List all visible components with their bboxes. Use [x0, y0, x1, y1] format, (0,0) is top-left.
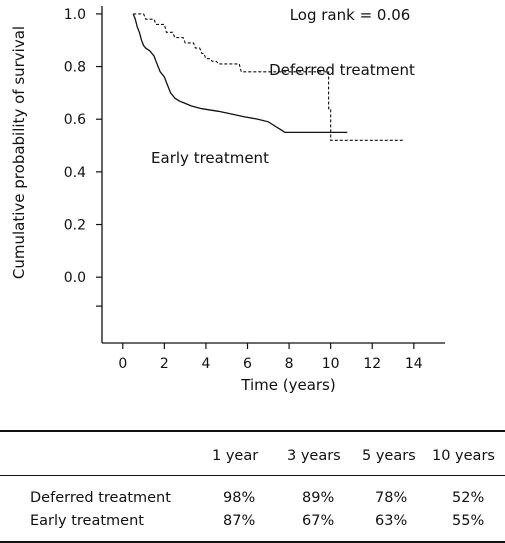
y-tick-label: 0.2: [64, 218, 86, 234]
log-rank-annotation: Log rank = 0.06: [290, 6, 411, 24]
table-header-rule: [0, 475, 505, 476]
x-tick-label: 4: [201, 356, 210, 372]
row-label-early: Early treatment: [30, 513, 144, 529]
x-tick-label: 2: [160, 356, 169, 372]
x-tick-label: 8: [285, 356, 294, 372]
x-tick-label: 10: [322, 356, 340, 372]
y-tick-label: 0.0: [64, 270, 86, 286]
column-header-3-years: 3 years: [287, 448, 341, 464]
table-bottom-rule: [0, 541, 505, 543]
column-header-1-year: 1 year: [212, 448, 259, 464]
series-label-deferred: Deferred treatment: [269, 61, 415, 79]
x-axis-title: Time (years): [240, 376, 335, 394]
y-tick-label: 0.8: [64, 60, 86, 76]
cell-early-5-years: 63%: [375, 513, 408, 529]
cell-deferred-5-years: 78%: [375, 490, 408, 506]
x-tick-label: 0: [118, 356, 127, 372]
cell-early-10-years: 55%: [452, 513, 485, 529]
cell-early-1-year: 87%: [223, 513, 256, 529]
x-tick-label: 12: [363, 356, 381, 372]
row-label-deferred: Deferred treatment: [30, 490, 171, 506]
cell-deferred-3-years: 89%: [302, 490, 335, 506]
series-label-early: Early treatment: [151, 149, 269, 167]
table-top-rule: [0, 430, 505, 432]
column-header-10-years: 10 years: [432, 448, 495, 464]
survival-chart: 0.0 0.2 0.4 0.6 0.8 1.0 0 2 4 6 8 10 12 14 Time (years…: [10, 6, 445, 394]
x-tick-label: 14: [405, 356, 423, 372]
y-tick-label: 0.4: [64, 165, 86, 181]
y-axis-title: Cumulative probability of survival: [10, 26, 28, 279]
y-tick-label: 0.6: [64, 112, 86, 128]
column-header-5-years: 5 years: [362, 448, 416, 464]
cell-deferred-1-year: 98%: [223, 490, 256, 506]
cell-early-3-years: 67%: [302, 513, 335, 529]
y-tick-label: 1.0: [64, 7, 86, 23]
series-line-deferred: [133, 13, 404, 141]
series-line-early: [132, 13, 348, 134]
cell-deferred-10-years: 52%: [452, 490, 485, 506]
x-tick-label: 6: [243, 356, 252, 372]
